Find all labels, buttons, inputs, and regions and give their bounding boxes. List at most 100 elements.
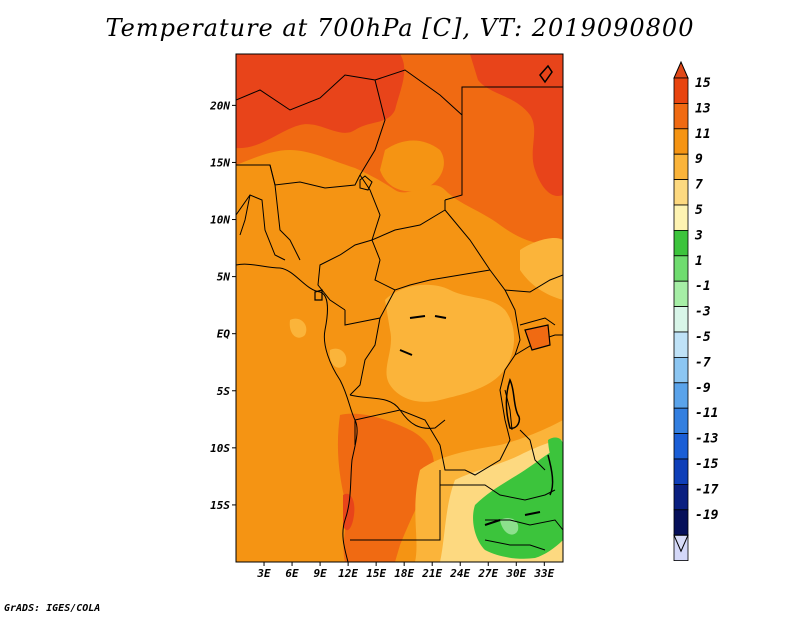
- colorbar-label: -5: [695, 330, 711, 345]
- field-lightgreen-patch: [500, 518, 519, 535]
- field-light-center-north: [380, 140, 444, 192]
- lake-victoria: [524, 324, 551, 351]
- colorbar-label: -11: [695, 406, 718, 421]
- dash-1: [409, 315, 426, 319]
- y-tick-label: 20N: [209, 99, 230, 112]
- colorbar-swatch: [673, 382, 689, 409]
- colorbar-label: -15: [695, 457, 719, 472]
- field-hot-ne: [470, 54, 563, 196]
- small-feature: [314, 289, 323, 301]
- field-light-patch-2: [329, 348, 347, 368]
- border-24: [519, 429, 546, 471]
- y-tick-label: EQ: [217, 328, 231, 341]
- border-10: [349, 317, 381, 396]
- field-light-ethiopia: [520, 238, 563, 300]
- border-17: [485, 519, 563, 531]
- x-tick-label: 27E: [477, 567, 498, 580]
- colorbar-bottom-arrow: [673, 534, 689, 553]
- island-ne: [539, 64, 553, 84]
- colorbar-swatch: [673, 509, 689, 536]
- y-tick-label: 5S: [217, 385, 231, 398]
- colorbar-swatch: [673, 179, 689, 206]
- map-features: [314, 64, 554, 526]
- colorbar-swatch: [673, 153, 689, 180]
- colorbar-swatch: [673, 280, 689, 308]
- colorbar-top-arrow: [673, 60, 689, 79]
- y-tick-label: 5N: [217, 271, 231, 284]
- colorbar-label: -9: [695, 381, 711, 396]
- border-18: [484, 539, 546, 551]
- field-warm-southwest: [337, 413, 434, 562]
- border-9: [344, 289, 396, 326]
- dash-3: [399, 349, 413, 356]
- y-tick-label: 10N: [210, 214, 230, 227]
- lake-tanganyika: [505, 378, 521, 429]
- x-tick-label: 3E: [256, 567, 271, 580]
- temperature-field: [236, 54, 563, 562]
- border-16: [440, 484, 556, 501]
- y-tick-label: 10S: [210, 442, 230, 455]
- colorbar-label: -13: [695, 432, 719, 447]
- colorbar-swatch: [673, 407, 689, 435]
- x-tick-label: 12E: [338, 567, 358, 580]
- dash-2: [434, 315, 447, 319]
- colorbar-label: -3: [695, 305, 711, 320]
- border-21: [236, 194, 286, 261]
- colorbar-label: 13: [695, 101, 711, 116]
- colorbar-label: 5: [695, 203, 703, 218]
- colorbar-label: -7: [695, 355, 711, 370]
- map-title: Temperature at 700hPa [C], VT: 201909080…: [105, 14, 695, 42]
- dash-4: [484, 519, 501, 526]
- colorbar-label: 1: [695, 254, 703, 269]
- x-tick-label: 6E: [285, 567, 299, 580]
- border-7: [317, 239, 373, 311]
- y-axis: 20N 15N 10N 5N EQ 5S 10S 15S: [209, 99, 236, 512]
- x-tick-label: 18E: [394, 567, 414, 580]
- credit-text: GrADS: IGES/COLA: [4, 603, 101, 614]
- field-light-patch-1: [289, 318, 307, 338]
- colorbar-label: -1: [695, 279, 711, 294]
- colorbar-swatch: [673, 458, 689, 485]
- colorbar-label: 11: [695, 127, 711, 142]
- field-green-southeast: [473, 445, 563, 559]
- border-2: [236, 74, 386, 176]
- x-tick-label: 9E: [313, 567, 327, 580]
- colorbar-swatch: [673, 331, 689, 358]
- colorbar-swatch: [673, 255, 689, 282]
- colorbar-swatch: [673, 433, 689, 460]
- colorbar-label: 7: [695, 178, 703, 193]
- colorbar-swatch: [673, 306, 689, 333]
- border-5: [359, 174, 446, 241]
- border-22: [239, 194, 251, 236]
- border-3: [374, 69, 463, 201]
- colorbar-label: 3: [694, 228, 703, 243]
- colorbar-label: 9: [695, 152, 703, 167]
- x-tick-label: 24E: [449, 567, 470, 580]
- x-tick-label: 21E: [421, 567, 442, 580]
- x-tick-label: 30E: [505, 567, 526, 580]
- border-20: [519, 317, 556, 326]
- colorbar: 15 13 11 9 7 5 3 1 -1 -3 -5 -7 -9 -11 -13 -15 -17 -19: [673, 60, 719, 562]
- x-axis: 3E 6E 9E 12E 15E 18E 21E 24E 27E 30E 33E: [256, 562, 555, 580]
- lake-malawi: [547, 454, 554, 496]
- y-tick-label: 15N: [210, 156, 230, 169]
- colorbar-swatch: [673, 77, 689, 104]
- border-23: [269, 164, 301, 261]
- colorbar-label: -19: [695, 508, 719, 523]
- field-hot-coast: [343, 493, 355, 531]
- plot-frame: [235, 53, 564, 563]
- lake-chad: [359, 175, 373, 191]
- colorbar-swatch: [673, 204, 689, 231]
- colorbar-label: 15: [695, 76, 711, 91]
- y-tick-label: 15S: [210, 499, 230, 512]
- country-borders: [236, 69, 563, 562]
- colorbar-swatch: [673, 103, 689, 130]
- border-12: [499, 289, 521, 441]
- border-coastline-west: [236, 263, 358, 562]
- border-8: [371, 239, 491, 291]
- colorbar-swatch: [673, 128, 689, 155]
- border-15: [350, 470, 441, 541]
- x-tick-label: 15E: [366, 567, 386, 580]
- colorbar-swatch: [673, 229, 689, 257]
